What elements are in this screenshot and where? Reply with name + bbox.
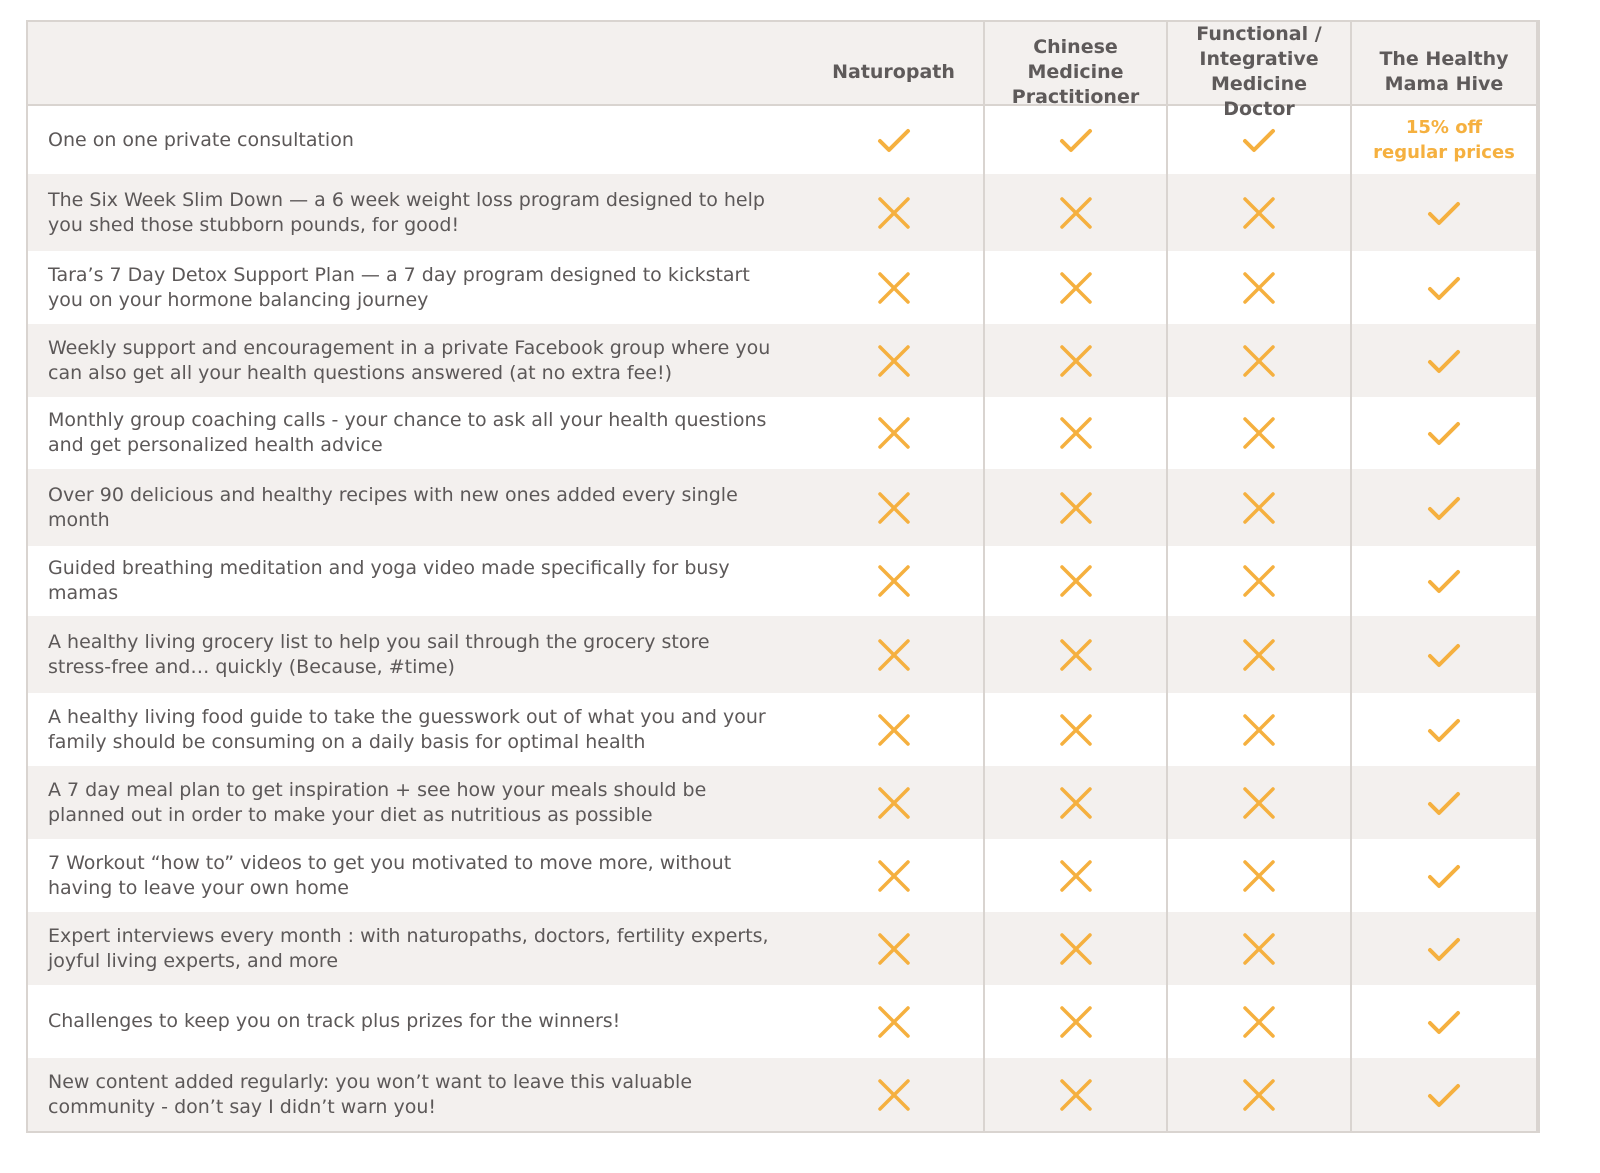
check-icon (1352, 693, 1538, 766)
feature-label: Monthly group coaching calls - your chan… (48, 409, 767, 456)
cross-icon (804, 397, 985, 469)
table-row: Expert interviews every month : with nat… (28, 912, 1538, 985)
cross-icon (1168, 912, 1352, 985)
table-row: Weekly support and encouragement in a pr… (28, 324, 1538, 397)
check-icon (1352, 397, 1538, 469)
table-row: Guided breathing meditation and yoga vid… (28, 546, 1538, 616)
cross-icon (1168, 397, 1352, 469)
cross-icon (985, 766, 1168, 839)
feature-label: 7 Workout “how to” videos to get you mot… (48, 851, 732, 899)
cross-icon (985, 693, 1168, 766)
feature-label: A 7 day meal plan to get inspiration + s… (48, 778, 707, 826)
cross-icon (1168, 693, 1352, 766)
table-header-row: Naturopath Chinese Medicine Practitioner… (28, 22, 1538, 122)
column-header-naturopath: Naturopath (804, 22, 985, 122)
table-row: Over 90 delicious and healthy recipes wi… (28, 469, 1538, 546)
check-icon (804, 106, 985, 174)
table-row: New content added regularly: you won’t w… (28, 1058, 1538, 1131)
check-icon (1352, 251, 1538, 324)
cross-icon (1168, 616, 1352, 693)
feature-label: Expert interviews every month : with nat… (48, 924, 769, 972)
table-row: A healthy living grocery list to help yo… (28, 616, 1538, 693)
cross-icon (1168, 324, 1352, 397)
cross-icon (1168, 1058, 1352, 1131)
table-body: One on one private consultation 15% off r… (28, 106, 1538, 1131)
feature-label: New content added regularly: you won’t w… (48, 1070, 693, 1118)
column-header-functional-medicine: Functional / Integrative Medicine Doctor (1168, 22, 1352, 122)
cross-icon (985, 546, 1168, 616)
cross-icon (804, 1058, 985, 1131)
check-icon (1352, 616, 1538, 693)
feature-label: A healthy living grocery list to help yo… (48, 630, 710, 678)
cross-icon (804, 912, 985, 985)
cross-icon (804, 174, 985, 251)
feature-label: The Six Week Slim Down — a 6 week weight… (48, 188, 765, 236)
feature-label: A healthy living food guide to take the … (48, 705, 766, 753)
feature-label: Guided breathing meditation and yoga vid… (48, 557, 730, 604)
table-row: A healthy living food guide to take the … (28, 693, 1538, 766)
cross-icon (985, 324, 1168, 397)
cross-icon (985, 469, 1168, 546)
discount-note: 15% off regular prices (1352, 106, 1538, 174)
cross-icon (804, 469, 985, 546)
cross-icon (985, 1058, 1168, 1131)
check-icon (1352, 766, 1538, 839)
table-row: The Six Week Slim Down — a 6 week weight… (28, 174, 1538, 251)
column-header-healthy-mama-hive: The Healthy Mama Hive (1352, 22, 1538, 122)
cross-icon (985, 616, 1168, 693)
check-icon (1168, 106, 1352, 174)
feature-label: Challenges to keep you on track plus pri… (48, 1010, 621, 1032)
table-row: Monthly group coaching calls - your chan… (28, 397, 1538, 469)
cross-icon (1168, 766, 1352, 839)
column-header-chinese-medicine: Chinese Medicine Practitioner (985, 22, 1168, 122)
check-icon (1352, 546, 1538, 616)
cross-icon (804, 324, 985, 397)
cross-icon (804, 251, 985, 324)
cross-icon (804, 616, 985, 693)
cross-icon (804, 546, 985, 616)
table-row: A 7 day meal plan to get inspiration + s… (28, 766, 1538, 839)
cross-icon (804, 766, 985, 839)
check-icon (1352, 839, 1538, 912)
cross-icon (985, 397, 1168, 469)
cross-icon (1168, 839, 1352, 912)
check-icon (1352, 469, 1538, 546)
feature-label: Weekly support and encouragement in a pr… (48, 336, 771, 384)
feature-label: Tara’s 7 Day Detox Support Plan — a 7 da… (48, 263, 750, 311)
cross-icon (1168, 174, 1352, 251)
check-icon (1352, 174, 1538, 251)
feature-label: Over 90 delicious and healthy recipes wi… (48, 483, 738, 531)
cross-icon (1168, 985, 1352, 1058)
check-icon (1352, 1058, 1538, 1131)
cross-icon (1168, 251, 1352, 324)
cross-icon (1168, 469, 1352, 546)
cross-icon (985, 174, 1168, 251)
cross-icon (804, 985, 985, 1058)
table-row: Tara’s 7 Day Detox Support Plan — a 7 da… (28, 251, 1538, 324)
cross-icon (1168, 546, 1352, 616)
check-icon (985, 106, 1168, 174)
comparison-table: Naturopath Chinese Medicine Practitioner… (26, 20, 1540, 1133)
table-row: 7 Workout “how to” videos to get you mot… (28, 839, 1538, 912)
check-icon (1352, 985, 1538, 1058)
feature-label: One on one private consultation (48, 128, 354, 151)
table-row: Challenges to keep you on track plus pri… (28, 985, 1538, 1058)
table-row: One on one private consultation 15% off r… (28, 106, 1538, 174)
check-icon (1352, 912, 1538, 985)
cross-icon (804, 693, 985, 766)
cross-icon (985, 912, 1168, 985)
cross-icon (985, 251, 1168, 324)
check-icon (1352, 324, 1538, 397)
cross-icon (804, 839, 985, 912)
cross-icon (985, 985, 1168, 1058)
cross-icon (985, 839, 1168, 912)
